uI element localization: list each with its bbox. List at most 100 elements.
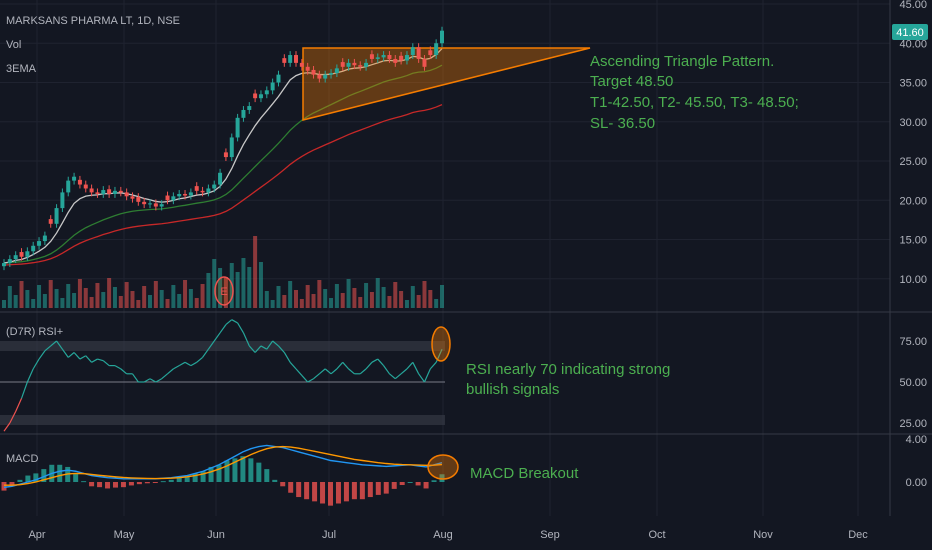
macd-histogram-bar — [152, 482, 158, 483]
triangle-annotation-line: Ascending Triangle Pattern. — [590, 53, 774, 70]
candle-body — [410, 47, 415, 56]
candle-body — [112, 190, 117, 194]
volume-bar — [2, 300, 6, 308]
candle-body — [101, 190, 106, 194]
candle-body — [352, 62, 357, 66]
candle-body — [2, 263, 6, 267]
price-tick-label: 40.00 — [899, 38, 927, 50]
rsi-segment — [423, 368, 431, 383]
time-axis[interactable]: Apr May Jun Jul Aug Sep Oct Nov Dec — [28, 529, 868, 541]
price-tick-label: 35.00 — [899, 78, 927, 90]
candle-body — [340, 62, 345, 67]
candle-body — [404, 55, 409, 61]
rsi-segment — [67, 352, 75, 358]
candle-body — [7, 259, 12, 264]
candle-body — [358, 65, 363, 67]
volume-bar — [66, 284, 71, 308]
candle-body — [124, 192, 129, 197]
month-tick-label: Jul — [322, 529, 336, 541]
rsi-segment — [26, 368, 34, 383]
rsi-segment — [15, 398, 23, 412]
volume-bar — [31, 299, 36, 308]
volume-label: Vol — [6, 39, 21, 51]
candle-body — [177, 193, 182, 197]
macd-histogram-bar — [128, 482, 134, 486]
candle-body — [235, 117, 240, 138]
volume-bars — [2, 236, 444, 308]
price-tick-label: 45.00 — [899, 0, 927, 11]
candle-body — [183, 193, 188, 196]
volume-bar — [60, 298, 65, 308]
rsi-segment — [342, 361, 350, 370]
macd-histogram-bar — [112, 482, 118, 488]
macd-histogram-bar — [208, 466, 214, 482]
candle-body — [42, 235, 47, 242]
volume-bar — [77, 279, 82, 308]
rsi-highlight-circle — [431, 326, 451, 362]
macd-histogram-bar — [272, 479, 278, 482]
macd-histogram-bar — [320, 482, 326, 504]
macd-histogram-bar — [375, 482, 381, 495]
volume-bar — [381, 287, 386, 308]
candle-body — [136, 197, 141, 202]
volume-bar — [218, 268, 223, 308]
month-tick-label: Sep — [540, 529, 560, 541]
earnings-marker-circle[interactable] — [214, 276, 234, 306]
rsi-segment — [207, 340, 215, 350]
volume-bar — [311, 294, 316, 308]
volume-bar — [352, 288, 357, 308]
macd-histogram-bar — [343, 482, 349, 502]
macd-histogram-bar — [224, 460, 230, 482]
macd-signal-line — [4, 445, 443, 486]
rsi-segment — [242, 332, 250, 347]
month-tick-label: Oct — [648, 529, 665, 541]
macd-histogram-bar — [73, 473, 79, 482]
candle-body — [416, 47, 421, 59]
macd-histogram-bar — [17, 479, 23, 482]
macd-histogram-bar — [288, 482, 294, 493]
candle-body — [334, 68, 339, 74]
candle-body — [77, 179, 82, 185]
macd-histogram-bar — [391, 482, 397, 489]
macd-histogram-bar — [216, 464, 222, 482]
volume-bar — [323, 289, 328, 308]
rsi-panel-label: (D7R) RSI+ — [6, 326, 63, 338]
volume-bar — [171, 285, 176, 308]
volume-bar — [42, 294, 47, 308]
month-tick-label: Aug — [433, 529, 453, 541]
volume-bar — [159, 290, 164, 308]
macd-tick-label: 4.00 — [906, 434, 927, 446]
macd-histogram-bar — [264, 469, 270, 482]
candle-body — [364, 62, 369, 67]
rsi-segment — [371, 358, 379, 363]
rsi-segment — [260, 345, 268, 350]
rsi-segment — [20, 381, 28, 399]
price-axis[interactable]: 10.00 15.00 20.00 25.00 30.00 35.00 40.00 45.00… — [899, 0, 927, 489]
macd-histogram-bar — [248, 458, 254, 482]
volume-bar — [340, 293, 345, 308]
volume-bar — [177, 294, 182, 308]
macd-histogram-bar — [312, 482, 318, 502]
candle-body — [107, 189, 112, 194]
volume-bar — [83, 288, 88, 308]
candle-body — [311, 69, 316, 75]
rsi-segment — [318, 368, 326, 375]
candle-body — [253, 93, 258, 99]
volume-bar — [258, 262, 263, 308]
volume-bar — [276, 286, 281, 308]
candle-body — [387, 55, 392, 59]
macd-highlight-circle — [427, 454, 459, 480]
rsi-segment — [102, 360, 110, 367]
rsi-overbought-band — [0, 341, 445, 351]
macd-histogram-bar — [120, 482, 126, 488]
volume-bar — [136, 300, 141, 308]
rsi-segment — [196, 356, 203, 363]
candle-body — [148, 203, 152, 205]
volume-bar — [440, 285, 444, 308]
rsi-annotation-line: bullish signals — [466, 381, 559, 398]
rsi-segment — [56, 340, 63, 350]
ascending-triangle[interactable] — [302, 47, 591, 121]
ema-label: 3EMA — [6, 63, 37, 75]
volume-bar — [358, 297, 363, 308]
